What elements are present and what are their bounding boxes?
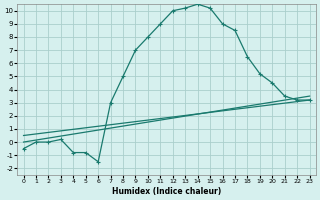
X-axis label: Humidex (Indice chaleur): Humidex (Indice chaleur) [112, 187, 221, 196]
